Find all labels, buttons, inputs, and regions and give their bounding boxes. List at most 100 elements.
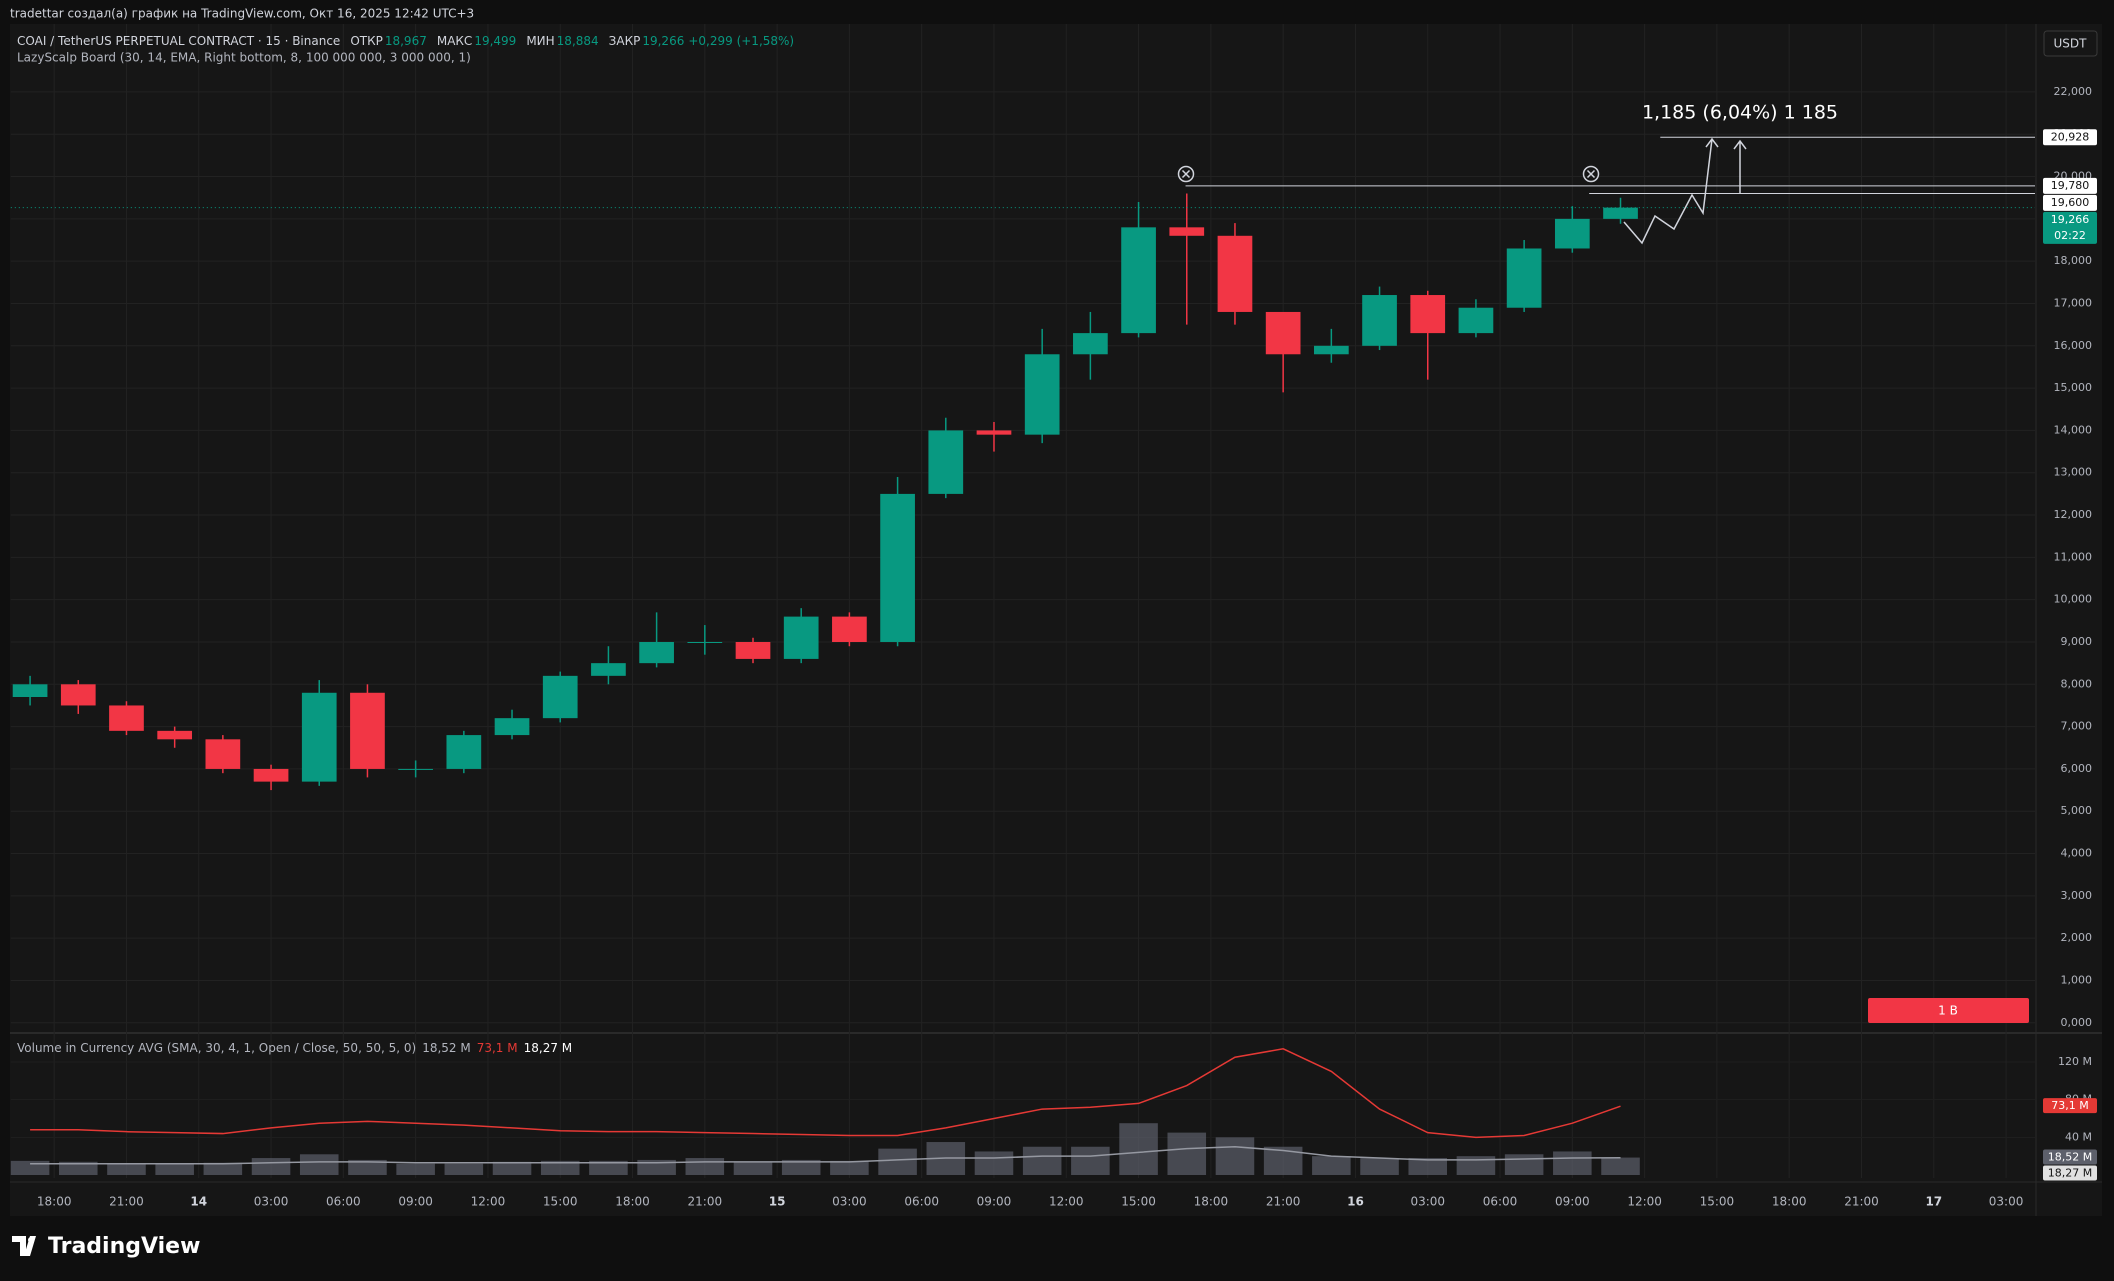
legend-part: Volume in Currency AVG (SMA, 30, 4, 1, O… xyxy=(17,1041,416,1055)
volume-bar xyxy=(1312,1156,1351,1175)
x-tick-label: 03:00 xyxy=(1989,1195,2024,1209)
candle-body xyxy=(976,430,1012,435)
x-tick-label: 06:00 xyxy=(326,1195,361,1209)
y-tick-label: 6,000 xyxy=(2061,762,2093,775)
drawings xyxy=(1177,137,1747,245)
x-tick-label: 03:00 xyxy=(832,1195,867,1209)
y-tick-label: 7,000 xyxy=(2061,720,2093,733)
x-tick-label: 06:00 xyxy=(1483,1195,1518,1209)
attribution: tradettar создал(а) график на TradingVie… xyxy=(10,7,474,21)
legend-part: COAI / TetherUS PERPETUAL CONTRACT · 15 … xyxy=(17,34,340,48)
volume-button[interactable] xyxy=(1868,998,2029,1023)
candle-body xyxy=(205,739,241,769)
volume-bar xyxy=(1601,1157,1640,1175)
x-tick-label: 18:00 xyxy=(37,1195,72,1209)
x-tick-label: 15:00 xyxy=(543,1195,578,1209)
y-tick-label: 22,000 xyxy=(2054,85,2093,98)
x-tick-label: 06:00 xyxy=(904,1195,939,1209)
marker-cross xyxy=(1586,169,1596,179)
volume-bar xyxy=(1167,1132,1207,1175)
volume-bar xyxy=(1360,1158,1399,1175)
volume-tag-label: 18,52 M xyxy=(2048,1151,2092,1164)
y-tick-label: 15,000 xyxy=(2054,381,2093,394)
x-tick-label: 15:00 xyxy=(1700,1195,1735,1209)
candle-body xyxy=(928,430,964,494)
x-tick-label: 21:00 xyxy=(1844,1195,1879,1209)
volume-bar xyxy=(637,1159,676,1175)
x-tick-label: 09:00 xyxy=(1555,1195,1590,1209)
legend-part: +0,299 (+1,58%) xyxy=(688,34,794,48)
candle-body xyxy=(1217,235,1253,312)
volume-bar xyxy=(1504,1154,1544,1175)
volume-bar xyxy=(733,1161,773,1175)
x-tick-label: 03:00 xyxy=(254,1195,289,1209)
y-tick-label: 3,000 xyxy=(2061,889,2093,902)
y-tick-label: 10,000 xyxy=(2054,593,2093,606)
projection-path xyxy=(1623,138,1713,245)
volume-bar xyxy=(348,1159,387,1175)
candle-body xyxy=(1265,311,1301,355)
y-tick-label: 14,000 xyxy=(2054,423,2093,436)
x-tick-label: 09:00 xyxy=(977,1195,1012,1209)
x-tick-label: 12:00 xyxy=(471,1195,506,1209)
candle-body xyxy=(591,663,626,676)
candle-body xyxy=(398,768,433,770)
y-tick-label: 1,000 xyxy=(2061,973,2093,986)
volume-bar xyxy=(251,1158,291,1175)
x-tick-label: 03:00 xyxy=(1410,1195,1445,1209)
volume-average-line xyxy=(30,1145,1621,1165)
candle-body xyxy=(1024,354,1060,435)
candle-body xyxy=(735,641,771,659)
volume-bar xyxy=(1071,1146,1110,1175)
price-tag-label: 19,780 xyxy=(2051,179,2090,192)
logo-text: TradingView xyxy=(48,1234,200,1259)
candle-body xyxy=(687,641,723,643)
y-tick-label: 40 M xyxy=(2065,1130,2092,1143)
volume-tag xyxy=(2043,1098,2097,1114)
x-tick-label: 12:00 xyxy=(1627,1195,1662,1209)
candle-body xyxy=(1458,307,1494,334)
countdown-label: 02:22 xyxy=(2054,229,2086,242)
x-tick-label: 15 xyxy=(769,1195,786,1209)
indicator-legend: LazyScalp Board (30, 14, EMA, Right bott… xyxy=(17,51,471,65)
volume-bar xyxy=(444,1163,484,1175)
legend-part: МАКС xyxy=(437,34,472,48)
volume-tag-label: 73,1 M xyxy=(2051,1099,2088,1112)
legend-part: 18,27 M xyxy=(524,1041,573,1055)
volume-bar xyxy=(396,1163,435,1175)
x-tick-label: 12:00 xyxy=(1049,1195,1084,1209)
price-tag xyxy=(2043,211,2097,244)
volume-bar xyxy=(878,1148,917,1175)
arrow-head xyxy=(1705,137,1719,148)
candle-body xyxy=(832,616,867,642)
price-tag xyxy=(2043,177,2097,194)
marker xyxy=(1582,165,1600,183)
volume-button-label[interactable]: 1 B xyxy=(1938,1004,1958,1018)
volume-bar xyxy=(1215,1137,1255,1175)
legend-part: МИН xyxy=(526,34,554,48)
volume-bar xyxy=(203,1162,243,1175)
candle-body xyxy=(350,692,385,769)
candle-body xyxy=(1603,207,1638,219)
candle-body xyxy=(542,675,578,719)
legend-part: 19,266 xyxy=(642,34,684,48)
measure-arrow xyxy=(1733,139,1747,193)
currency-button[interactable] xyxy=(2043,30,2098,57)
y-tick-label: 12,000 xyxy=(2054,508,2093,521)
volume-bar xyxy=(830,1160,869,1175)
chart-panel xyxy=(10,24,2102,1216)
y-tick-label: 13,000 xyxy=(2054,466,2093,479)
y-tick-label: 8,000 xyxy=(2061,677,2093,690)
candle-body xyxy=(1410,295,1446,334)
currency-button-label[interactable]: USDT xyxy=(2054,37,2088,51)
volume-bar xyxy=(155,1163,194,1175)
price-tag-label: 20,928 xyxy=(2051,130,2090,143)
y-tick-label: 4,000 xyxy=(2061,847,2093,860)
candle-body xyxy=(109,705,144,731)
x-tick-label: 18:00 xyxy=(615,1195,650,1209)
candle-body xyxy=(157,730,193,740)
legend-part: 73,1 M xyxy=(477,1041,518,1055)
x-tick-label: 17 xyxy=(1925,1195,1942,1209)
candle-body xyxy=(301,692,337,782)
